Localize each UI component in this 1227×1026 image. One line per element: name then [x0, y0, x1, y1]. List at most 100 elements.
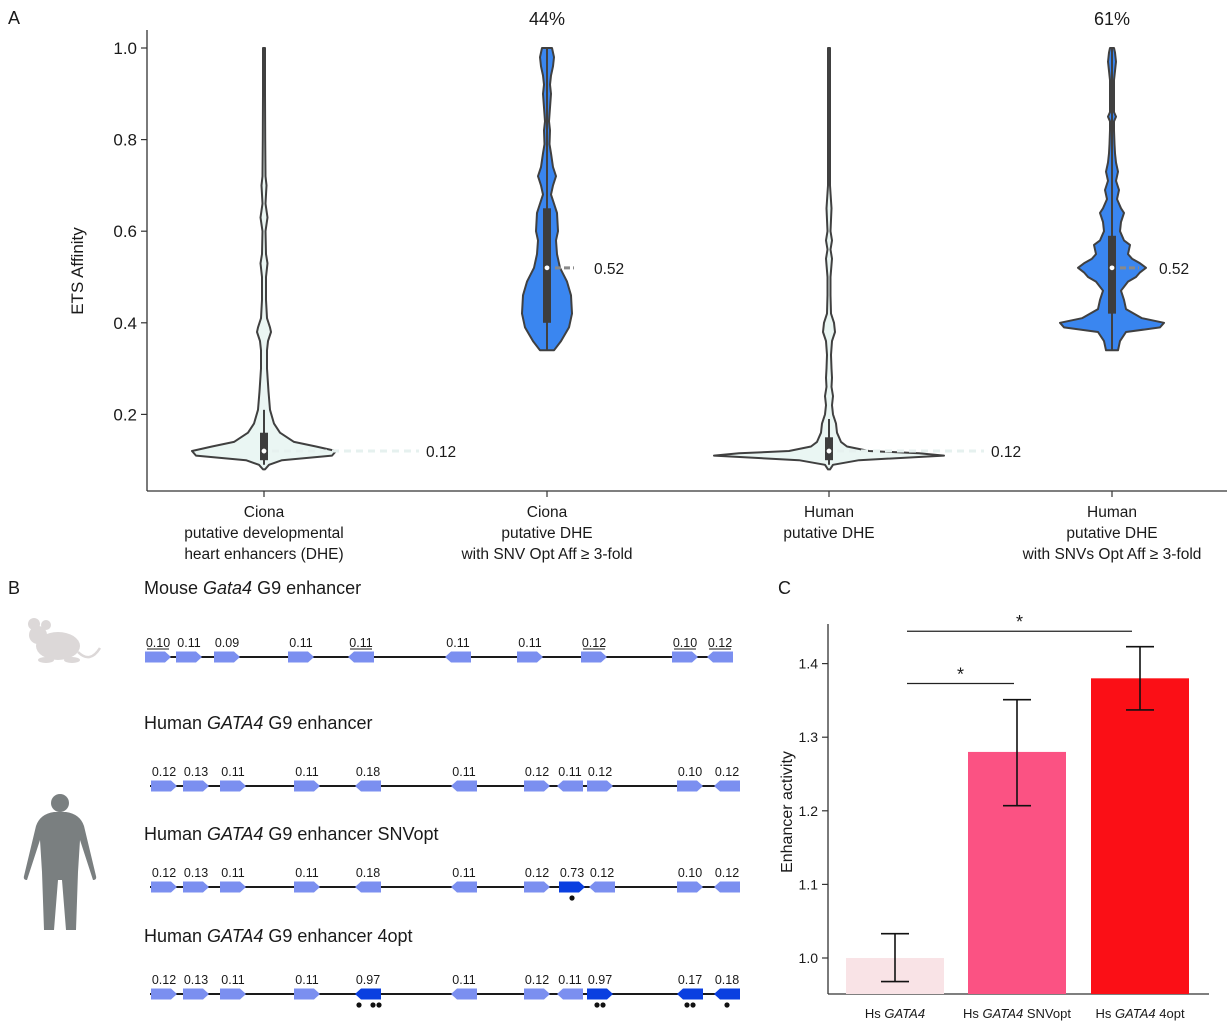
enhancer-title: Human GATA4 G9 enhancer 4opt — [144, 926, 413, 946]
site-affinity-label: 0.11 — [452, 973, 475, 987]
site-affinity-label: 0.11 — [446, 636, 469, 650]
ets-binding-site — [151, 881, 177, 893]
mutation-dot — [724, 1002, 730, 1008]
percentage-annotation: 61% — [1094, 9, 1130, 29]
site-affinity-label: 0.12 — [152, 866, 176, 880]
ets-binding-site — [677, 780, 703, 792]
mutation-dot — [370, 1002, 376, 1008]
site-affinity-label: 0.12 — [715, 866, 739, 880]
ets-binding-site — [677, 988, 703, 1000]
title-gene: GATA4 — [207, 926, 263, 946]
site-affinity-label: 0.10 — [146, 636, 170, 650]
x-tick-label: Human — [1087, 504, 1137, 521]
y-tick-label: 1.0 — [799, 950, 819, 966]
mutation-dot — [690, 1002, 696, 1008]
site-affinity-label: 0.12 — [152, 973, 176, 987]
site-affinity-label: 0.11 — [295, 765, 318, 779]
ets-binding-site — [451, 881, 477, 893]
ets-binding-site — [707, 651, 733, 663]
bar-y-axis-label: Enhancer activity — [779, 751, 796, 873]
percentage-annotation: 44% — [529, 9, 565, 29]
enhancer-title: Human GATA4 G9 enhancer — [144, 713, 372, 733]
ets-binding-site — [445, 651, 471, 663]
bar — [1091, 678, 1189, 994]
ets-binding-site — [183, 988, 209, 1000]
mutation-dot — [600, 1002, 606, 1008]
x-tick-label: heart enhancers (DHE) — [184, 546, 343, 563]
violin-iqr-box — [1108, 235, 1116, 314]
ets-binding-site — [220, 881, 246, 893]
ets-binding-site — [294, 881, 320, 893]
site-affinity-label: 0.13 — [184, 973, 208, 987]
violin-median-point — [826, 448, 832, 454]
title-gene: GATA4 — [207, 824, 263, 844]
mutation-dot — [569, 895, 575, 901]
title-gene: Gata4 — [203, 578, 252, 598]
ets-binding-site — [288, 651, 314, 663]
label-prefix: Hs — [865, 1006, 885, 1021]
ets-binding-site — [451, 780, 477, 792]
site-affinity-label: 0.10 — [678, 765, 702, 779]
y-tick-label: 0.6 — [113, 222, 137, 241]
title-suffix: G9 enhancer — [252, 578, 361, 598]
label-suffix: 4opt — [1156, 1006, 1185, 1021]
site-affinity-label: 0.18 — [356, 765, 380, 779]
ets-binding-site — [714, 780, 740, 792]
ets-binding-site — [220, 780, 246, 792]
site-affinity-label: 0.11 — [221, 866, 244, 880]
site-affinity-label: 0.12 — [525, 973, 549, 987]
violin-median-point — [544, 265, 550, 271]
site-affinity-label: 0.11 — [558, 973, 581, 987]
site-affinity-label: 0.18 — [356, 866, 380, 880]
site-affinity-label: 0.11 — [452, 765, 475, 779]
panel-label-c: C — [778, 578, 791, 598]
ets-binding-site — [183, 881, 209, 893]
ets-binding-site — [355, 988, 381, 1000]
site-affinity-label: 0.11 — [177, 636, 200, 650]
mutation-dot — [594, 1002, 600, 1008]
y-tick-label: 0.2 — [113, 405, 137, 424]
mutation-dot — [376, 1002, 382, 1008]
enhancer-title: Human GATA4 G9 enhancer SNVopt — [144, 824, 439, 844]
site-affinity-label: 0.12 — [525, 866, 549, 880]
violin-median-point — [261, 448, 267, 454]
mouse-icon — [28, 618, 102, 663]
title-gene: GATA4 — [207, 713, 263, 733]
x-tick-label: Human — [804, 504, 854, 521]
ets-binding-site — [183, 780, 209, 792]
x-tick-label: putative DHE — [783, 525, 874, 542]
site-affinity-label: 0.11 — [518, 636, 541, 650]
violin-chart-plot: 0.12 0.52 0.12 0.52 44% 61% — [191, 9, 1189, 471]
site-affinity-label: 0.73 — [560, 866, 584, 880]
label-prefix: Hs — [963, 1006, 983, 1021]
site-affinity-label: 0.17 — [678, 973, 702, 987]
ets-binding-site — [294, 780, 320, 792]
x-tick-label: Ciona — [527, 504, 568, 521]
site-affinity-label: 0.97 — [356, 973, 380, 987]
ets-binding-site — [557, 988, 583, 1000]
y-tick-label: 1.0 — [113, 39, 137, 58]
ets-binding-site — [220, 988, 246, 1000]
site-affinity-label: 0.11 — [452, 866, 475, 880]
median-value-label: 0.52 — [1159, 261, 1189, 278]
title-suffix: G9 enhancer SNVopt — [263, 824, 438, 844]
violin-iqr-box — [260, 432, 268, 461]
site-affinity-label: 0.12 — [708, 636, 732, 650]
site-affinity-label: 0.12 — [588, 765, 612, 779]
ets-binding-site — [294, 988, 320, 1000]
site-affinity-label: 0.11 — [558, 765, 581, 779]
y-tick-label: 1.4 — [799, 656, 819, 672]
ets-binding-site — [355, 881, 381, 893]
ets-binding-site — [714, 881, 740, 893]
violin-body — [713, 47, 945, 471]
title-prefix: Human — [144, 824, 207, 844]
label-prefix: Hs — [1095, 1006, 1115, 1021]
violin-body — [191, 47, 337, 471]
site-affinity-label: 0.12 — [525, 765, 549, 779]
ets-binding-site — [557, 780, 583, 792]
y-tick-label: 1.1 — [799, 876, 819, 892]
ets-binding-site — [151, 780, 177, 792]
panel-label-b: B — [8, 578, 20, 598]
significance-star: * — [1016, 612, 1023, 632]
